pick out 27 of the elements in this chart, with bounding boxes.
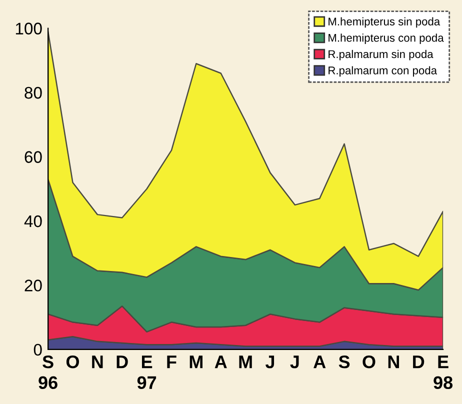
x-tick-label: N [388, 356, 399, 368]
x-tick-label: O [362, 355, 376, 368]
x-tick-label: A [314, 356, 326, 368]
x-tick-label: S [338, 355, 350, 368]
x-tick-label: J [290, 356, 299, 368]
x-tick-label: M [190, 356, 202, 368]
legend-label: M.hemipterus sin poda [328, 17, 440, 28]
y-tick-label: 100 [16, 22, 42, 34]
y-tick-label: 80 [24, 86, 42, 99]
y-tick-label: 0 [34, 344, 42, 356]
x-tick-label: N [92, 356, 103, 368]
legend-label: R.palmarum sin poda [328, 50, 434, 60]
x-tick-label: S 96 [38, 355, 58, 390]
x-tick-label: E 98 [434, 356, 453, 390]
legend-label: M.hemipterus con poda [328, 34, 444, 44]
x-tick-label: D [413, 356, 424, 368]
y-tick-label: 60 [24, 151, 42, 163]
x-tick-label: M [239, 356, 252, 368]
y-tick-label: 40 [24, 215, 42, 228]
x-tick-label: O [66, 355, 79, 368]
x-tick-label: A [214, 356, 227, 368]
y-tick-label: 20 [24, 280, 42, 292]
x-tick-label: E 97 [137, 356, 156, 390]
legend-label: R.palmarum con poda [328, 66, 438, 77]
x-tick-label: J [265, 356, 274, 368]
x-tick-label: F [167, 356, 176, 368]
x-tick-label: D [116, 356, 128, 368]
